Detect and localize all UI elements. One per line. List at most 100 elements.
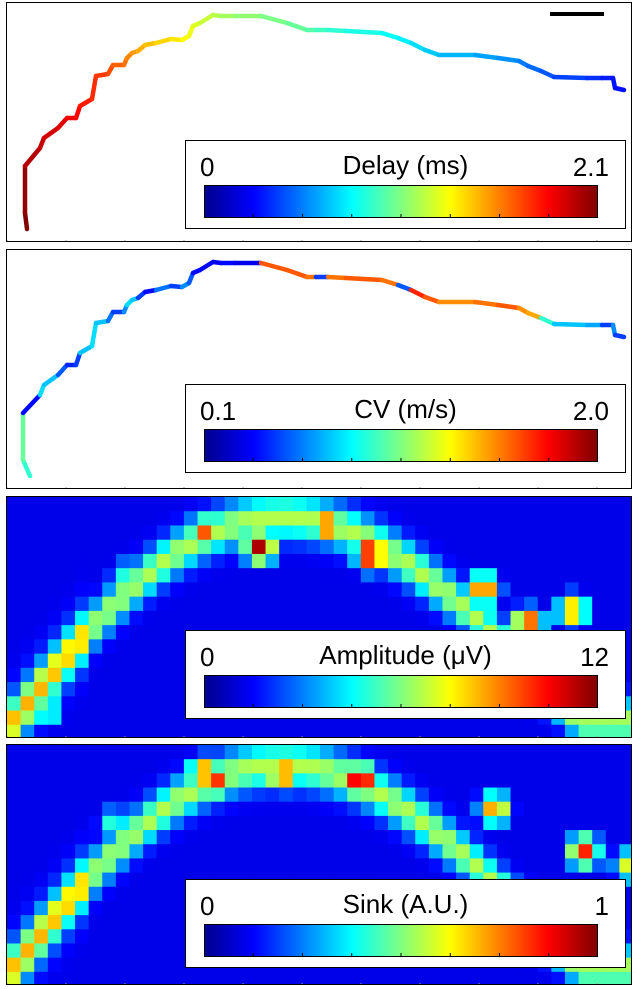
colorbar-step: [258, 675, 261, 708]
heatmap-cell: [524, 568, 539, 583]
heatmap-cell: [251, 568, 267, 583]
colorbar-step: [508, 924, 511, 957]
heatmap-cell: [388, 759, 403, 774]
heatmap-cell: [415, 844, 430, 859]
amplitude-legend-max: 12: [580, 642, 609, 672]
heatmap-cell: [510, 830, 525, 845]
colorbar-step: [212, 185, 215, 218]
colorbar-step: [374, 675, 377, 708]
colorbar-frame: [204, 924, 598, 957]
colorbar-step: [460, 675, 463, 708]
heatmap-cell: [374, 971, 389, 984]
colorbar-step: [468, 924, 471, 957]
heatmap-cell: [251, 511, 267, 526]
heatmap-cell: [251, 497, 267, 512]
colorbar-step: [226, 675, 229, 708]
heatmap-cell: [306, 858, 321, 874]
heatmap-cell: [197, 511, 212, 526]
heatmap-cell: [115, 539, 130, 555]
heatmap-cell: [592, 724, 607, 737]
colorbar-step: [422, 429, 425, 462]
colorbar-step: [256, 429, 259, 462]
heatmap-cell: [619, 830, 631, 845]
heatmap-cell: [428, 610, 443, 626]
colorbar-step: [274, 675, 277, 708]
heatmap-cell: [456, 525, 471, 541]
heatmap-cell: [47, 943, 62, 959]
heatmap-cell: [456, 610, 471, 626]
heatmap-cell: [347, 801, 362, 817]
colorbar-step: [298, 924, 301, 957]
heatmap-cell: [102, 830, 117, 845]
heatmap-cell: [156, 568, 171, 583]
colorbar-step: [278, 675, 281, 708]
heatmap-cell: [75, 858, 90, 874]
heatmap-cell: [537, 568, 552, 583]
heatmap-cell: [238, 511, 253, 526]
colorbar-step: [528, 185, 531, 218]
colorbar-step: [234, 185, 237, 218]
heatmap-cell: [88, 929, 103, 944]
heatmap-cell: [279, 759, 294, 774]
heatmap-cell: [551, 610, 566, 626]
heatmap-cell: [61, 724, 76, 737]
heatmap-cell: [388, 511, 403, 526]
colorbar-step: [484, 924, 487, 957]
colorbar-step: [300, 924, 303, 957]
heatmap-cell: [170, 682, 185, 697]
heatmap-cell: [306, 971, 321, 984]
heatmap-cell: [102, 872, 117, 888]
heatmap-cell: [415, 724, 430, 737]
colorbar-step: [544, 675, 547, 708]
heatmap-cell: [428, 539, 443, 555]
colorbar-step: [312, 924, 315, 957]
heatmap-cell: [619, 724, 631, 737]
heatmap-cell: [34, 582, 49, 598]
colorbar-step: [586, 675, 589, 708]
heatmap-cell: [115, 929, 130, 944]
colorbar-step: [446, 675, 449, 708]
heatmap-cell: [279, 787, 294, 803]
delay-legend: 0 Delay (ms) 2.1: [185, 140, 626, 229]
colorbar-step: [500, 675, 503, 708]
colorbar-step: [476, 185, 479, 218]
colorbar-step: [466, 185, 469, 218]
colorbar-step: [288, 429, 291, 462]
colorbar-step: [220, 185, 223, 218]
heatmap-cell: [7, 872, 22, 888]
heatmap-cell: [619, 787, 631, 803]
trace-segment: [495, 55, 522, 64]
heatmap-cell: [238, 610, 253, 626]
colorbar-step: [406, 185, 409, 218]
colorbar-step: [294, 185, 297, 218]
colorbar-step: [570, 185, 573, 218]
heatmap-cell: [265, 497, 280, 512]
colorbar-step: [350, 429, 353, 462]
trace-segment: [422, 47, 442, 58]
heatmap-cell: [156, 929, 171, 944]
colorbar-step: [228, 185, 231, 218]
heatmap-cell: [388, 553, 403, 569]
heatmap-cell: [292, 759, 307, 774]
colorbar-step: [490, 185, 493, 218]
colorbar-step: [260, 185, 263, 218]
colorbar-step: [368, 924, 371, 957]
heatmap-cell: [75, 801, 90, 817]
heatmap-cell: [20, 497, 35, 512]
colorbar-step: [452, 924, 455, 957]
sink-colorbar: [204, 924, 598, 957]
heatmap-cell: [388, 539, 403, 555]
heatmap-cell: [401, 539, 416, 555]
colorbar-step: [420, 924, 423, 957]
colorbar-step: [394, 429, 397, 462]
heatmap-cell: [211, 539, 226, 555]
colorbar-step: [344, 185, 347, 218]
colorbar-step: [474, 185, 477, 218]
colorbar-step: [326, 924, 329, 957]
heatmap-cell: [129, 943, 144, 959]
heatmap-cell: [605, 745, 620, 760]
heatmap-cell: [197, 745, 212, 760]
heatmap-cell: [170, 639, 185, 655]
heatmap-cell: [415, 539, 430, 555]
colorbar-step: [520, 675, 523, 708]
